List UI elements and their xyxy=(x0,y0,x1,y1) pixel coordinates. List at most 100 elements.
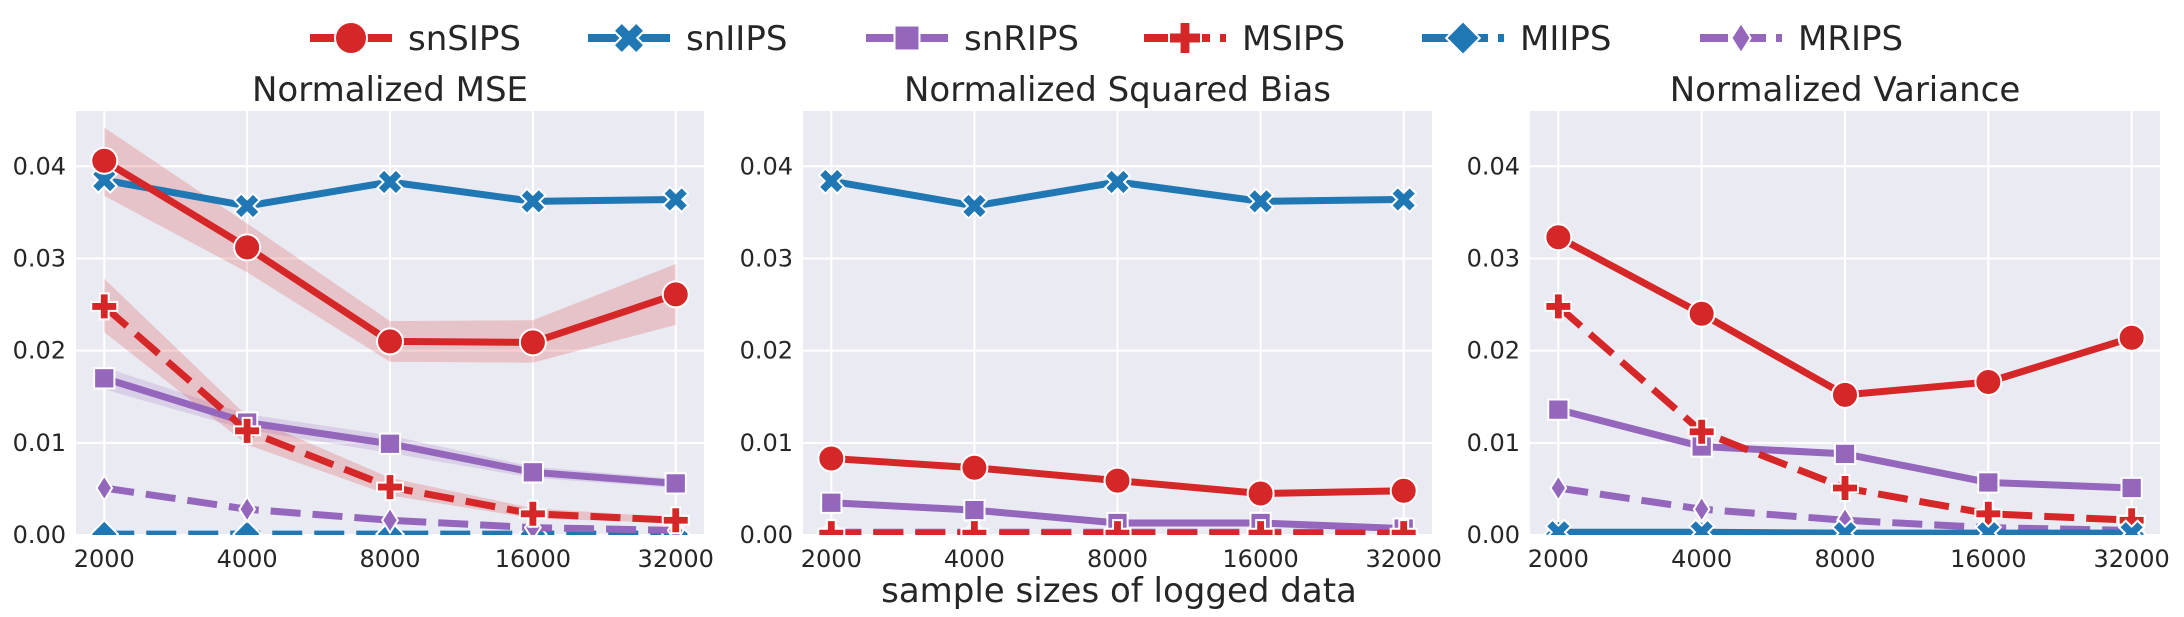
confidence-band-snsips xyxy=(104,127,676,363)
data-point-sniips xyxy=(1974,519,2003,535)
legend-label-snrips: snRIPS xyxy=(964,19,1079,59)
y-tick-label: 0.00 xyxy=(13,521,66,549)
y-tick-label: 0.01 xyxy=(13,429,66,457)
x-tick-label: 8000 xyxy=(1814,545,1875,573)
y-tick-label: 0.02 xyxy=(1467,337,1520,365)
x-tick-label: 16000 xyxy=(1950,545,2026,573)
y-tick-label: 0.04 xyxy=(740,152,793,180)
y-tick-label: 0.03 xyxy=(1467,244,1520,272)
data-point-snsips xyxy=(661,280,690,309)
data-point-msips xyxy=(233,416,262,445)
data-point-sniips xyxy=(518,187,547,216)
x-tick-label: 32000 xyxy=(638,545,714,573)
series-sniips xyxy=(1544,518,2146,535)
data-point-sniips xyxy=(1246,187,1275,216)
x-tick-label: 4000 xyxy=(944,545,1005,573)
x-tick-label: 2000 xyxy=(74,545,135,573)
legend-label-mrips: MRIPS xyxy=(1798,19,1903,59)
x-tick-label: 8000 xyxy=(1087,545,1148,573)
x-tick-label: 4000 xyxy=(217,545,278,573)
data-point-snsips xyxy=(1831,380,1859,409)
legend-marker-snsips xyxy=(334,21,368,55)
series-sniips xyxy=(817,167,1418,220)
series-line-mrips xyxy=(103,484,676,534)
legend-label-miips: MIIPS xyxy=(1520,19,1611,59)
data-point-sniips xyxy=(817,167,846,195)
legend-item-msips: MSIPS xyxy=(1144,19,1345,59)
x-tick-label: 8000 xyxy=(359,545,420,573)
data-point-snrips xyxy=(963,498,986,522)
data-point-msips xyxy=(1103,519,1132,535)
data-point-snsips xyxy=(1103,466,1132,495)
data-point-sniips xyxy=(1831,519,1859,535)
confidence-band-msips xyxy=(104,278,676,524)
panel-2: 0.00 0.01 0.02 0.03 0.04 2000 4000 8000 16000 320… xyxy=(740,70,1442,573)
data-point-snsips xyxy=(1246,479,1275,508)
data-point-snrips xyxy=(2120,476,2143,500)
data-point-snrips xyxy=(521,461,545,484)
plot-content xyxy=(89,127,691,535)
data-point-snsips xyxy=(1544,223,1573,252)
data-point-snsips xyxy=(1389,476,1418,505)
data-point-msips xyxy=(376,473,404,502)
data-point-snsips xyxy=(90,146,119,175)
plot-content xyxy=(816,167,1419,535)
legend: snSIPS snIIPS snRIPS MSIPS MIIPS MRIPS xyxy=(310,19,1903,59)
legend-item-mrips: MRIPS xyxy=(1700,19,1903,59)
x-tick-label: 2000 xyxy=(1528,545,1589,573)
data-point-mrips xyxy=(238,494,257,524)
legend-item-snrips: snRIPS xyxy=(866,19,1079,59)
data-point-msips xyxy=(518,499,547,528)
y-tick-label: 0.02 xyxy=(13,337,66,365)
data-point-snsips xyxy=(2117,323,2146,352)
legend-item-sniips: snIIPS xyxy=(588,19,787,59)
data-point-sniips xyxy=(1687,518,1716,535)
data-point-msips xyxy=(1544,292,1573,321)
y-tick-label: 0.03 xyxy=(13,244,66,272)
data-point-msips xyxy=(1687,417,1716,446)
data-point-snrips xyxy=(1833,442,1857,466)
data-point-snrips xyxy=(1547,398,1570,421)
data-point-mrips xyxy=(1692,494,1711,524)
panel-title: Normalized MSE xyxy=(252,70,528,110)
legend-label-sniips: snIIPS xyxy=(686,19,787,59)
data-point-sniips xyxy=(233,192,262,220)
data-point-snsips xyxy=(960,453,989,482)
series-snrips xyxy=(1547,398,2143,500)
data-point-msips xyxy=(1389,519,1418,535)
legend-marker-sniips xyxy=(612,21,646,55)
series-snsips xyxy=(817,444,1418,508)
y-tick-label: 0.04 xyxy=(13,152,66,180)
data-point-sniips xyxy=(1389,185,1418,214)
data-point-snrips xyxy=(93,367,116,390)
data-point-msips xyxy=(817,519,846,535)
data-point-msips xyxy=(90,292,119,321)
panels: 0.00 0.01 0.02 0.03 0.04 2000 4000 8000 16000 320… xyxy=(13,70,2170,573)
series-msips xyxy=(817,519,1418,535)
data-point-sniips xyxy=(960,192,989,220)
data-point-sniips xyxy=(661,185,690,214)
x-axis-label: sample sizes of logged data xyxy=(881,571,1357,611)
plot-content xyxy=(1543,223,2147,535)
panel-title: Normalized Variance xyxy=(1670,70,2021,110)
data-point-snrips xyxy=(664,472,687,495)
data-point-snsips xyxy=(1687,299,1716,328)
y-tick-label: 0.01 xyxy=(1467,429,1520,457)
data-point-mrips xyxy=(1549,473,1568,503)
data-point-sniips xyxy=(1103,168,1132,196)
panel-1: 0.00 0.01 0.02 0.03 0.04 2000 4000 8000 16000 320… xyxy=(13,70,714,573)
data-point-miips xyxy=(232,519,263,535)
data-point-snrips xyxy=(1977,471,2000,494)
y-tick-label: 0.03 xyxy=(740,244,793,272)
legend-marker-msips xyxy=(1168,21,1202,55)
series-snsips xyxy=(1544,223,2146,409)
legend-marker-snrips xyxy=(893,24,921,52)
y-tick-label: 0.00 xyxy=(1467,521,1520,549)
x-tick-label: 4000 xyxy=(1671,545,1732,573)
legend-label-snsips: snSIPS xyxy=(408,19,521,59)
x-tick-label: 32000 xyxy=(2093,545,2169,573)
data-point-msips xyxy=(1831,473,1859,502)
legend-marker-mrips xyxy=(1730,20,1752,56)
data-point-msips xyxy=(1246,519,1275,535)
data-point-snrips xyxy=(820,491,843,514)
